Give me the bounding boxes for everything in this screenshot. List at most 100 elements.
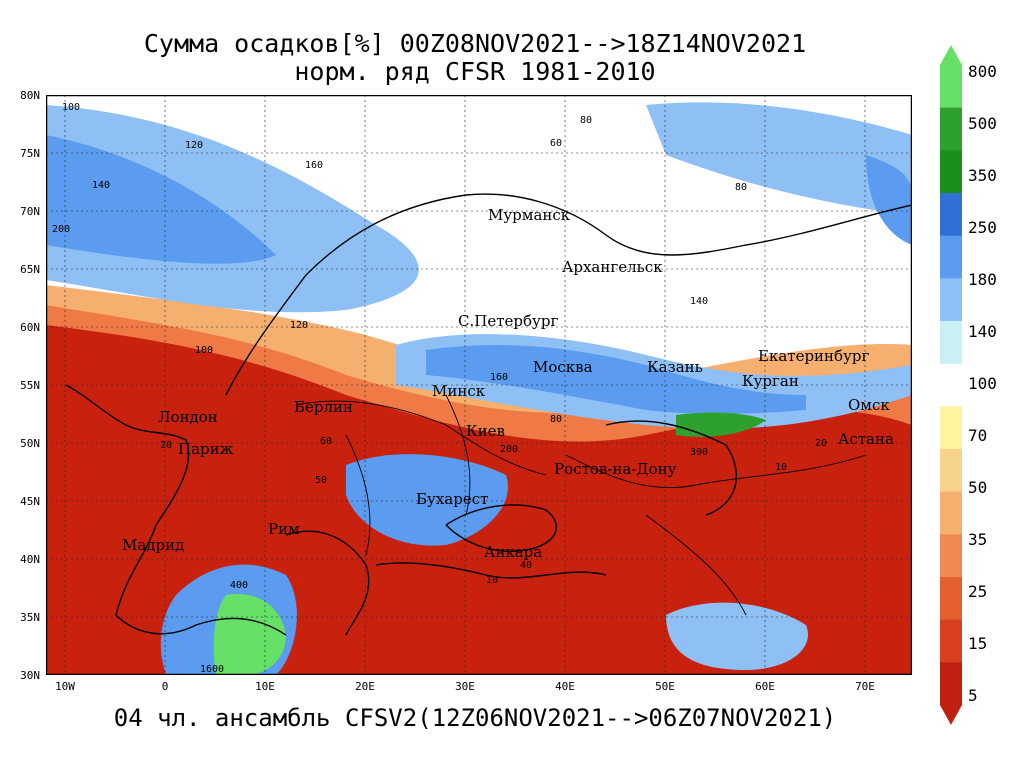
precipitation-map xyxy=(46,95,912,675)
field-blue-west xyxy=(46,105,419,313)
lat-tick-label: 80N xyxy=(20,89,40,102)
colorbar-swatch xyxy=(940,534,962,578)
colorbar-swatch xyxy=(940,662,962,706)
colorbar-bottom-arrow xyxy=(940,705,962,725)
city-label: Ростов-на-Дону xyxy=(554,460,677,478)
city-label: Омск xyxy=(848,396,890,414)
lat-tick-label: 50N xyxy=(20,437,40,450)
colorbar-swatch xyxy=(940,321,962,365)
contour-label: 160 xyxy=(490,372,509,383)
lat-tick-label: 45N xyxy=(20,495,40,508)
chart-title: Сумма осадков[%] 00Z08NOV2021-->18Z14NOV… xyxy=(143,29,807,58)
lon-tick-label: 60E xyxy=(755,680,775,693)
contour-label: 60 xyxy=(550,138,563,149)
lon-tick-label: 0 xyxy=(161,680,169,693)
colorbar-swatch xyxy=(940,619,962,663)
colorbar-swatch xyxy=(940,65,962,109)
city-label: Архангельск xyxy=(562,258,663,276)
contour-label: 80 xyxy=(580,115,593,126)
contour-label: 40 xyxy=(520,560,533,571)
lon-tick-label: 70E xyxy=(855,680,875,693)
coastlines xyxy=(65,193,912,636)
colorbar-label: 500 xyxy=(968,114,997,133)
city-label: Мурманск xyxy=(488,206,571,224)
city-label: Мадрид xyxy=(122,536,185,554)
lon-tick-label: 10E xyxy=(255,680,275,693)
field-green-kazakhstan xyxy=(676,412,766,437)
contour-label: 100 xyxy=(195,345,214,356)
colorbar-swatch xyxy=(940,193,962,237)
city-label: Бухарест xyxy=(416,490,489,508)
contour-label: 20 xyxy=(815,438,828,449)
lat-tick-label: 65N xyxy=(20,263,40,276)
colorbar-swatch xyxy=(940,150,962,194)
colorbar-swatch xyxy=(940,278,962,322)
contour-label: 200 xyxy=(52,224,71,235)
colorbar-swatch xyxy=(940,363,962,407)
city-label: Курган xyxy=(742,372,799,390)
lon-tick-label: 40E xyxy=(555,680,575,693)
lon-tick-label: 30E xyxy=(455,680,475,693)
colorbar-swatch xyxy=(940,577,962,621)
field-blue-northeast xyxy=(646,102,912,215)
ensemble-caption: 04 чл. ансамбль CFSV2(12Z06NOV2021-->06Z… xyxy=(113,704,837,732)
colorbar-label: 180 xyxy=(968,270,997,289)
city-label: Минск xyxy=(432,382,486,400)
city-label: Казань xyxy=(647,358,703,376)
contour-label: 10 xyxy=(486,575,499,586)
colorbar-label: 15 xyxy=(968,634,988,653)
contour-label: 160 xyxy=(305,160,324,171)
contour-label: 10 xyxy=(775,462,788,473)
colorbar-label: 25 xyxy=(968,582,988,601)
city-label: Рим xyxy=(268,520,300,538)
field-blue-south-east xyxy=(666,602,808,670)
colorbar-swatch xyxy=(940,235,962,279)
contour-label: 140 xyxy=(92,180,111,191)
contour-label: 1600 xyxy=(200,664,225,675)
colorbar-swatch xyxy=(940,449,962,493)
colorbar-swatch xyxy=(940,406,962,450)
contour-label: 120 xyxy=(185,140,204,151)
lon-tick-label: 50E xyxy=(655,680,675,693)
contour-label: 60 xyxy=(320,436,333,447)
field-blue-west-dark xyxy=(46,135,276,264)
city-label: Киев xyxy=(466,422,505,440)
colorbar-label: 35 xyxy=(968,530,988,549)
contour-label: 400 xyxy=(230,580,249,591)
map-frame xyxy=(46,95,912,675)
contour-label: 300 xyxy=(690,447,709,458)
lat-tick-label: 40N xyxy=(20,553,40,566)
contour-label: 20 xyxy=(160,440,173,451)
colorbar-label: 350 xyxy=(968,166,997,185)
city-label: Астана xyxy=(838,430,894,448)
chart-subtitle: норм. ряд CFSR 1981-2010 xyxy=(294,57,656,86)
colorbar-label: 50 xyxy=(968,478,988,497)
contour-label: 80 xyxy=(735,182,748,193)
contour-label: 100 xyxy=(62,102,81,113)
colorbar-label: 70 xyxy=(968,426,988,445)
contour-label: 200 xyxy=(500,444,519,455)
city-label: С.Петербург xyxy=(458,312,559,330)
city-label: Париж xyxy=(178,440,234,458)
lat-tick-label: 70N xyxy=(20,205,40,218)
contour-label: 140 xyxy=(690,296,709,307)
field-blue-central-dark xyxy=(426,345,806,414)
lat-tick-label: 75N xyxy=(20,147,40,160)
contour-label: 50 xyxy=(315,475,328,486)
colorbar xyxy=(940,45,962,725)
colorbar-top-arrow xyxy=(940,45,962,65)
colorbar-label: 800 xyxy=(968,62,997,81)
field-blue-northeast-dark xyxy=(866,155,912,245)
lat-tick-label: 30N xyxy=(20,669,40,682)
field-blue-balkans xyxy=(346,454,508,546)
city-label: Лондон xyxy=(158,408,218,426)
contour-label: 120 xyxy=(290,320,309,331)
colorbar-swatch xyxy=(940,107,962,151)
lon-tick-label: 10W xyxy=(55,680,75,693)
lat-tick-label: 60N xyxy=(20,321,40,334)
colorbar-label: 140 xyxy=(968,322,997,341)
city-label: Екатеринбург xyxy=(758,347,870,365)
city-label: Берлин xyxy=(294,398,354,416)
graticule xyxy=(46,95,912,675)
lat-tick-label: 35N xyxy=(20,611,40,624)
